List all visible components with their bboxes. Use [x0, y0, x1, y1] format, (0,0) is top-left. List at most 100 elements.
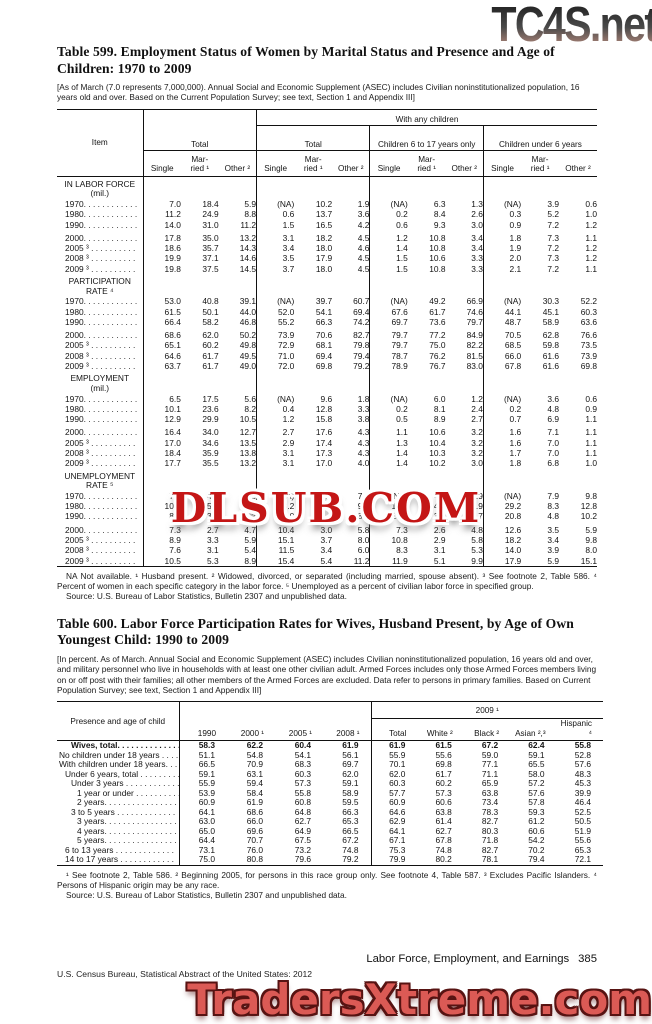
section-row: UNEMPLOYMENT RATE ⁵ [57, 468, 597, 491]
value-cell: 69.7 [323, 760, 372, 770]
value-cell: 63.1 [246, 768, 263, 779]
value-cell: 1.2 [445, 393, 484, 404]
row-label: 2000. . . . . . . . . . . . [57, 327, 144, 341]
value-cell: 62.4 [528, 740, 545, 751]
value-cell: 5.6 [218, 393, 257, 404]
row-label: 1990. . . . . . . . . . . . [57, 316, 144, 328]
empty-cell [257, 371, 295, 393]
value-cell: 79.6 [294, 854, 311, 865]
value-cell: 9.2 [332, 501, 371, 512]
value-cell: (NA) [390, 296, 408, 307]
value-cell: 37.5 [202, 263, 219, 274]
value-cell: 1.2 [585, 243, 597, 254]
value-cell: 66.0 [246, 816, 263, 827]
value-cell: 1.3 [445, 199, 484, 210]
value-cell: 4.2 [332, 219, 371, 230]
value-cell: 17.3 [315, 448, 333, 459]
value-cell: 7.1 [547, 427, 559, 438]
value-cell: 79.4 [332, 350, 371, 362]
value-cell: 49.0 [218, 361, 257, 372]
section-row: PARTICIPATION RATE ⁴ [57, 274, 597, 297]
row-label: Wives, total. . . . . . . . . . . . . . [57, 740, 180, 751]
table-row: 2005 ³ . . . . . . . . . . 17.0 34.6 13.5 2.… [57, 437, 597, 449]
value-cell: 83.0 [445, 361, 484, 372]
col-header-other: Other ² [559, 150, 597, 177]
table-row: 4 years. . . . . . . . . . . . . . . . .… [57, 825, 603, 837]
value-cell: 12.6 [504, 524, 522, 535]
value-cell: 17.8 [164, 232, 181, 243]
value-cell: 3.5 [282, 253, 295, 264]
value-cell: 64.4 [198, 835, 215, 846]
value-cell: 1.1 [585, 263, 597, 274]
value-cell: 15.1 [580, 555, 597, 566]
value-cell: 67.1 [389, 835, 406, 846]
value-cell: 9.6 [320, 393, 333, 404]
value-cell: 4.8 [218, 490, 257, 502]
value-cell: 39.9 [574, 787, 591, 798]
row-label: 1990. . . . . . . . . . . . [57, 219, 144, 230]
value-cell: 4.3 [332, 424, 371, 438]
value-cell: 71.0 [278, 350, 295, 361]
value-cell: 50.5 [574, 816, 591, 827]
value-cell: 2.4 [445, 403, 484, 415]
value-cell: 7.3 [169, 524, 181, 535]
value-cell: 8.0 [585, 545, 597, 556]
empty-cell [181, 371, 219, 393]
watermark-dlsub-com: DLSUB.COM [170, 484, 482, 532]
empty-cell [408, 371, 446, 393]
table600-note: [In percent. As of March. Annual Social … [57, 653, 597, 695]
value-cell: 39.7 [315, 296, 333, 307]
value-cell: 67.6 [391, 306, 408, 317]
value-cell: 81.5 [445, 350, 484, 362]
empty-cell [559, 469, 597, 491]
value-cell: 3.0 [320, 524, 333, 535]
col-header-married: Mar-ried ¹ [180, 150, 219, 177]
empty-cell [370, 371, 408, 393]
value-cell: 35.7 [202, 243, 219, 254]
value-cell: 54.8 [246, 749, 263, 760]
value-cell: 1.5 [396, 253, 408, 264]
value-cell: 7.2 [547, 263, 559, 274]
page-number: 385 [578, 953, 597, 965]
value-cell: 0.2 [509, 403, 522, 414]
value-cell: 19.9 [164, 253, 181, 264]
value-cell: 72.1 [574, 854, 591, 865]
value-cell: 44.1 [504, 306, 522, 317]
value-cell: 75.3 [389, 844, 406, 855]
value-cell: 60.2 [202, 340, 219, 351]
value-cell: 63.0 [198, 816, 215, 827]
value-cell: 24.9 [202, 209, 219, 220]
value-cell: 69.6 [246, 825, 263, 836]
chapter-title: Labor Force, Employment, and Earnings [366, 953, 570, 965]
row-label: 2009 ³ . . . . . . . . . . [57, 361, 144, 372]
value-cell: 63.6 [580, 316, 597, 327]
value-cell: 10.6 [429, 253, 446, 264]
value-cell: 82.7 [481, 844, 499, 855]
value-cell: 3.5 [547, 524, 559, 535]
table-row: 2005 ³ . . . . . . . . . . 8.9 3.3 5.9 15.1 3… [57, 534, 597, 546]
value-cell: 14.6 [218, 253, 257, 264]
value-cell: 75.0 [198, 854, 215, 865]
value-cell: 60.3 [294, 768, 311, 779]
row-label: 2000. . . . . . . . . . . . [57, 521, 144, 535]
value-cell: 56.1 [323, 750, 372, 761]
value-cell: 6.2 [218, 511, 257, 522]
value-cell: 3.3 [207, 534, 219, 545]
value-cell: 1.8 [509, 458, 522, 469]
value-cell: 55.6 [574, 835, 591, 846]
table-row: Under 6 years, total . . . . . . . . . 59… [57, 768, 603, 780]
value-cell: 61.5 [164, 306, 181, 317]
value-cell: 76.6 [580, 330, 597, 341]
value-cell: 0.7 [509, 414, 522, 425]
empty-cell [483, 176, 521, 199]
row-label: 1970. . . . . . . . . . . . [57, 393, 144, 404]
value-cell: 58.9 [323, 788, 372, 799]
value-cell: 64.1 [389, 825, 406, 836]
empty-cell [445, 274, 484, 297]
value-cell: 64.9 [294, 825, 311, 836]
empty-cell [143, 176, 181, 199]
value-cell: 17.5 [202, 393, 219, 404]
table-row: 1980. . . . . . . . . . . . 10.3 5.3 6.4 23.… [57, 501, 597, 512]
value-cell: 3.4 [445, 243, 484, 254]
col-header-married: Mar-ried ¹ [407, 150, 446, 177]
